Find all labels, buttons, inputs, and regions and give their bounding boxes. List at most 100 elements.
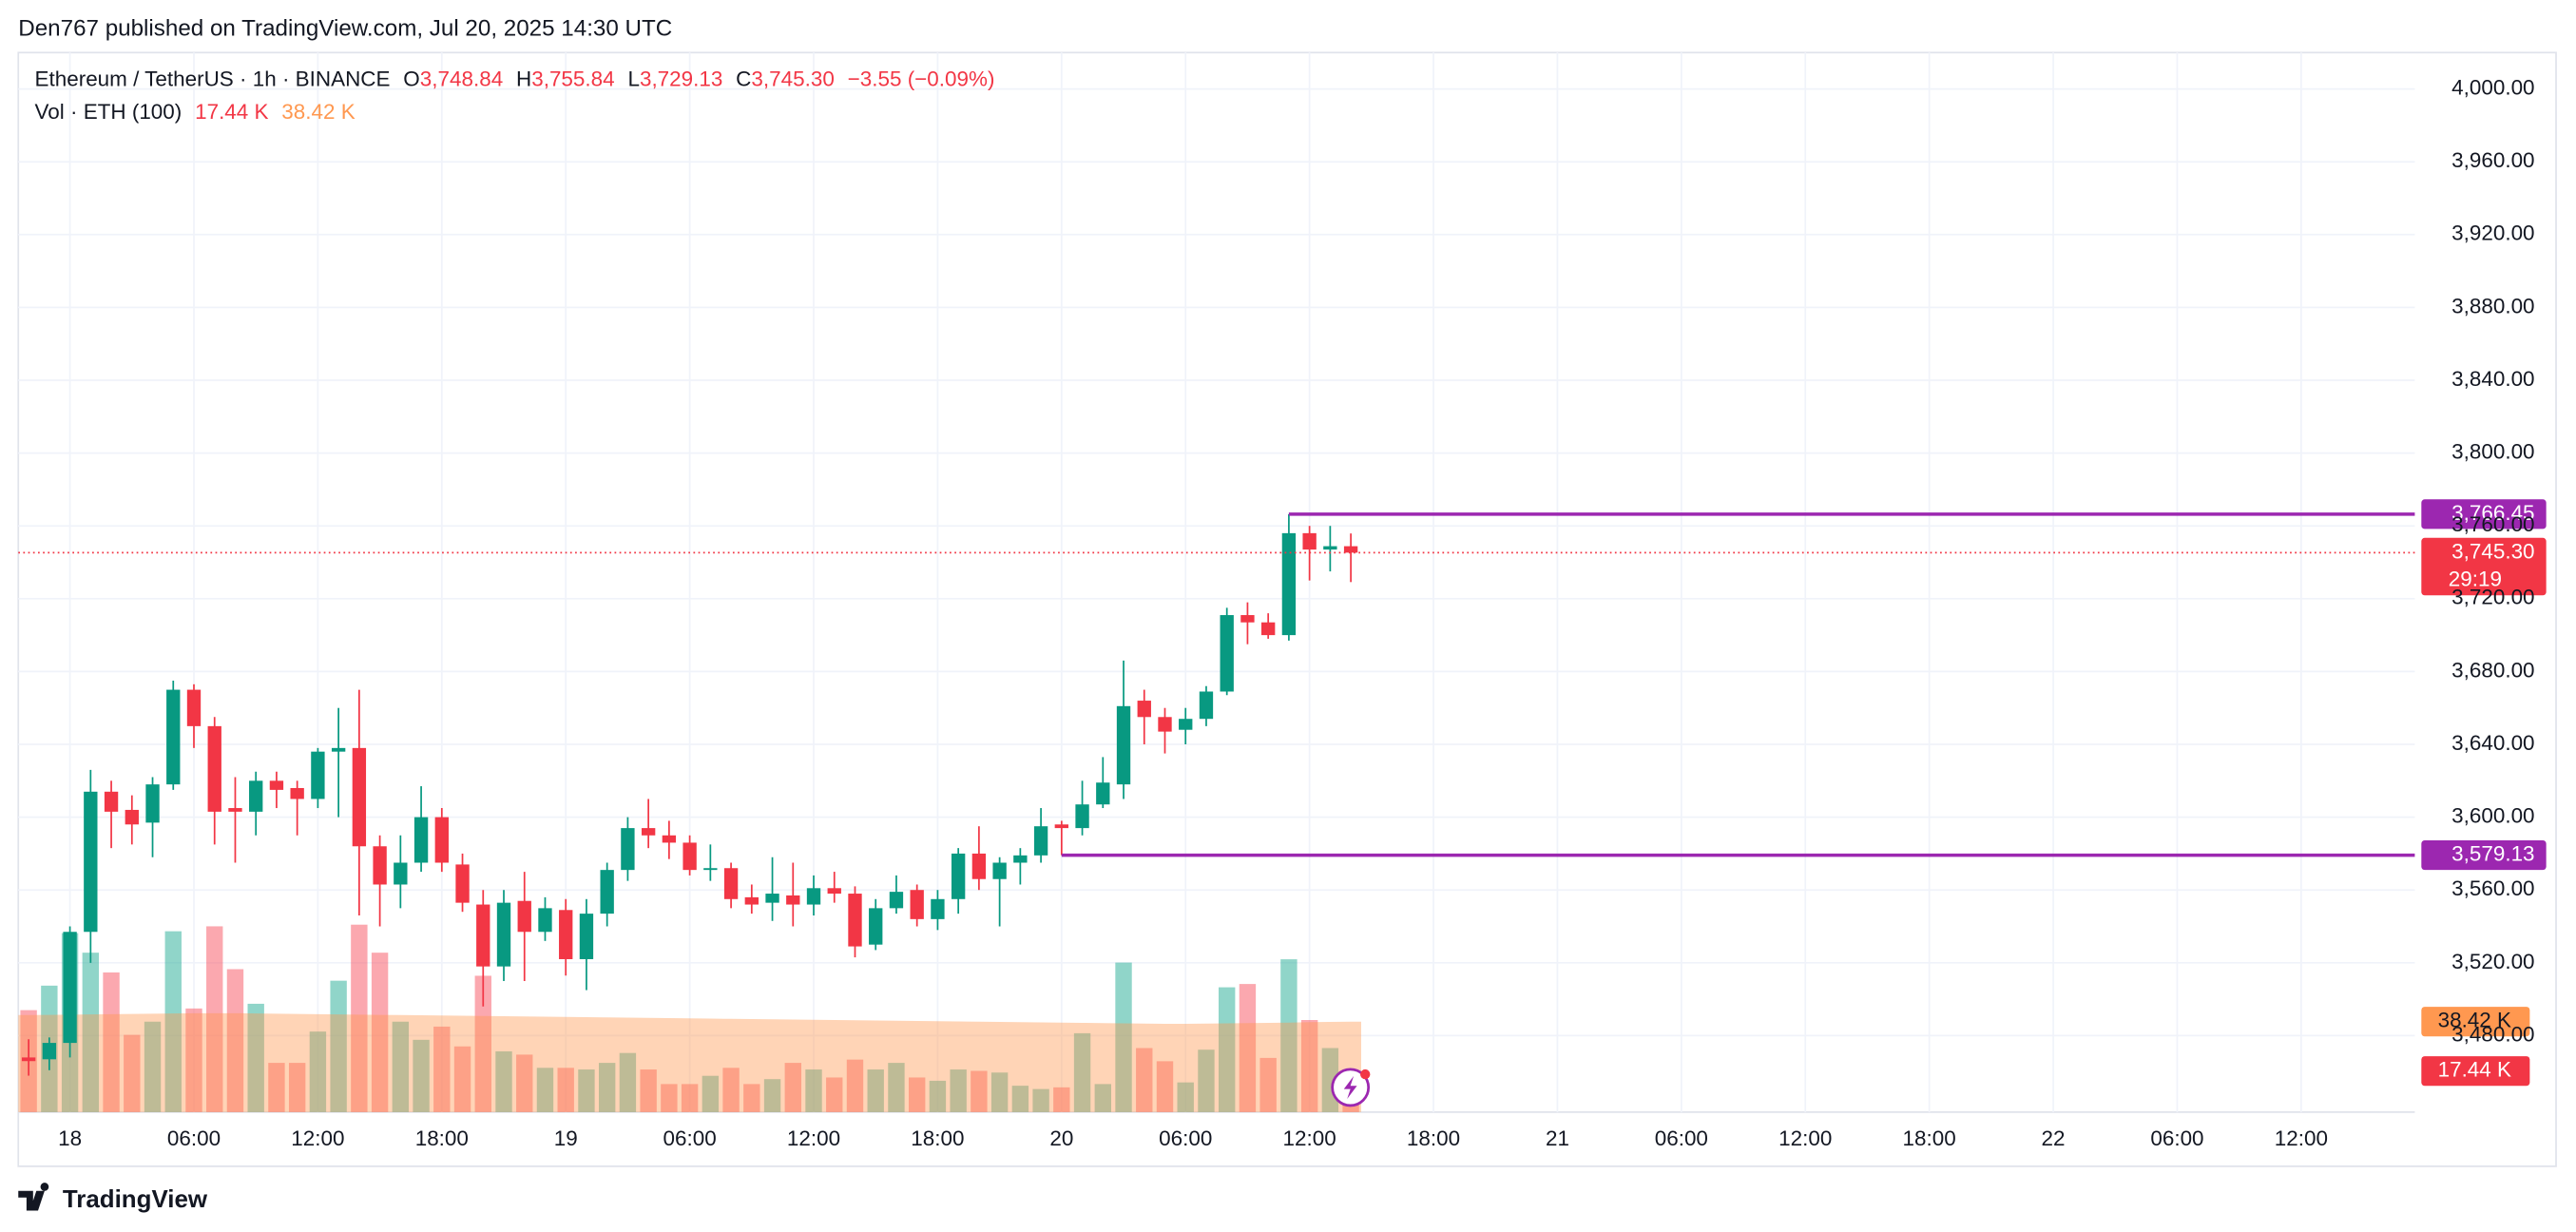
candle-body — [579, 914, 594, 959]
ohlc-key: H — [516, 67, 531, 91]
volume-bar — [661, 1084, 678, 1112]
volume-bar — [495, 1050, 512, 1112]
volume-bar — [413, 1039, 430, 1112]
last-price-label: 3,745.30 — [2451, 539, 2534, 563]
volume-ma-tag-label: 38.42 K — [2438, 1009, 2511, 1032]
candle-body — [1302, 532, 1317, 550]
candle-body — [1199, 691, 1214, 720]
candle-body — [455, 864, 470, 903]
volume-bar — [536, 1068, 554, 1112]
symbol-legend: Ethereum / TetherUS · 1h · BINANCE O3,748… — [35, 67, 995, 91]
volume-bar — [124, 1034, 141, 1112]
publish-header: Den767 published on TradingView.com, Jul… — [18, 15, 672, 41]
y-tick-label: 3,920.00 — [2451, 221, 2534, 245]
volume-bar — [433, 1026, 451, 1112]
volume-bar — [309, 1031, 327, 1112]
candle-body — [84, 791, 98, 933]
volume-bar — [330, 980, 347, 1112]
candle-body — [186, 689, 202, 726]
volume-ma-value: 38.42 K — [281, 100, 355, 124]
volume-bar — [908, 1077, 926, 1112]
candle-body — [1158, 717, 1172, 732]
candle-body — [228, 808, 242, 812]
x-tick-label: 19 — [554, 1126, 578, 1150]
volume-bar — [1280, 959, 1298, 1112]
last-price-tag — [2421, 537, 2547, 596]
price-tag-label: 3,579.13 — [2451, 842, 2534, 866]
volume-bar — [929, 1080, 947, 1112]
volume-bar — [516, 1054, 533, 1112]
candle-body — [373, 846, 387, 885]
volume-bar — [1156, 1061, 1174, 1112]
x-tick-label: 18:00 — [1407, 1126, 1460, 1150]
x-tick-label: 06:00 — [663, 1126, 717, 1150]
volume-bar — [144, 1021, 162, 1112]
candle-body — [931, 898, 945, 919]
y-tick-label: 3,520.00 — [2451, 950, 2534, 973]
axis: 3,480.00 3,520.00 3,560.00 3,600.00 3,640.00… — [58, 76, 2534, 1151]
candle-body — [971, 853, 987, 879]
candle-body — [63, 932, 77, 1044]
levels: 3,766.45 3,579.13 3,745.30 29:19 38.42 K 17.4… — [18, 499, 2547, 1087]
candle-body — [992, 862, 1007, 879]
x-tick-label: 06:00 — [167, 1126, 221, 1150]
volume-bar — [1094, 1084, 1111, 1112]
candle-body — [352, 747, 367, 847]
ohlc-key: O — [403, 67, 419, 91]
volume-tag-label: 17.44 K — [2438, 1058, 2511, 1082]
volume-bar — [351, 924, 368, 1112]
ohlc-key: L — [627, 67, 640, 91]
candle-body — [434, 817, 449, 863]
candle-body — [476, 904, 490, 967]
volume-bar — [1115, 962, 1132, 1112]
x-tick-label: 06:00 — [1159, 1126, 1212, 1150]
candles — [21, 513, 1358, 1076]
x-tick-label: 06:00 — [1655, 1126, 1708, 1150]
volume-bar — [578, 1069, 595, 1112]
volume-bar — [888, 1063, 905, 1112]
candle-body — [290, 787, 304, 799]
volume-ma-tag — [2421, 1007, 2530, 1037]
candle-body — [1260, 622, 1276, 636]
candle-body — [517, 900, 531, 933]
volume-pane — [18, 924, 1361, 1112]
x-tick-label: 18:00 — [1903, 1126, 1956, 1150]
ohlc-key: C — [736, 67, 751, 91]
ohlc-value: 3,729.13 — [640, 67, 722, 91]
candle-body — [848, 894, 862, 947]
y-tick-label: 4,000.00 — [2451, 76, 2534, 100]
volume-bar — [82, 953, 100, 1112]
grid — [18, 52, 2415, 1112]
y-tick-label: 3,600.00 — [2451, 804, 2534, 828]
footer-brand: TradingView — [63, 1186, 208, 1213]
candle-body — [1137, 701, 1151, 718]
volume-bar — [1219, 987, 1236, 1112]
candle-body — [641, 828, 656, 836]
volume-bar — [1053, 1087, 1070, 1112]
candle-body — [125, 809, 139, 825]
volume-legend: Vol · ETH (100) 17.44 K 38.42 K — [35, 100, 356, 124]
candle-body — [951, 853, 966, 899]
volume-bar — [1073, 1032, 1091, 1112]
volume-bar — [103, 972, 120, 1112]
volume-bar — [1177, 1082, 1194, 1112]
price-tag — [2421, 840, 2547, 871]
volume-bar — [763, 1079, 781, 1112]
candle-body — [786, 895, 800, 905]
candle-body — [331, 747, 346, 752]
candle-body — [1220, 615, 1234, 692]
x-tick-label: 18:00 — [415, 1126, 469, 1150]
volume-bar — [557, 1068, 574, 1112]
volume-bar — [1136, 1048, 1153, 1112]
candle-body — [394, 862, 408, 885]
candle-body — [600, 870, 614, 914]
y-tick-label: 3,720.00 — [2451, 586, 2534, 609]
volume-bar — [206, 926, 223, 1112]
change-value: −3.55 (−0.09%) — [848, 67, 995, 91]
price-tag-label: 3,766.45 — [2451, 501, 2534, 525]
candle-body — [1323, 546, 1337, 550]
ohlc-value: 3,748.84 — [420, 67, 503, 91]
candle-body — [1240, 615, 1255, 623]
candle-body — [910, 890, 924, 919]
